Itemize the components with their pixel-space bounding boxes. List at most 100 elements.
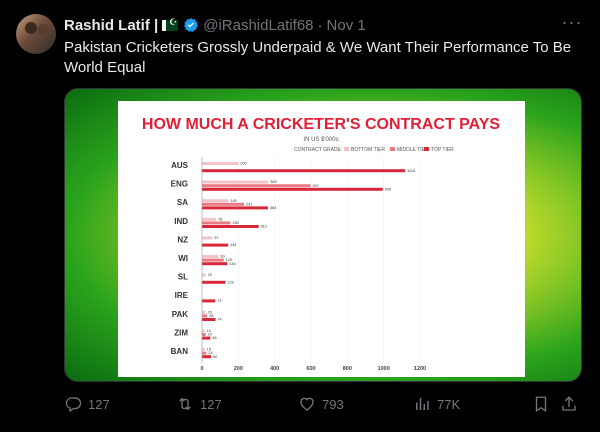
data-label: 90 <box>220 255 224 259</box>
category-label: AUS <box>171 161 189 170</box>
chart-title: HOW MUCH A CRICKETER'S CONTRACT PAYS <box>142 116 501 133</box>
data-label: 363 <box>270 206 276 210</box>
category-label: BAN <box>171 347 189 356</box>
bar-middle-tier <box>202 202 244 206</box>
chart-subtitle: IN US $'000s <box>303 137 338 143</box>
bar-top-tier <box>202 187 383 191</box>
tweet-text: Pakistan Cricketers Grossly Underpaid & … <box>64 39 572 76</box>
more-options-icon[interactable]: ··· <box>561 12 583 32</box>
heart-icon <box>300 397 314 411</box>
bar-middle-tier <box>202 314 208 318</box>
bar-top-tier <box>202 243 229 247</box>
data-label: 129 <box>227 280 233 284</box>
data-label: 24 <box>208 351 212 355</box>
author-name[interactable]: Rashid Latif | <box>64 16 159 34</box>
bar-top-tier <box>202 225 259 228</box>
category-label: IND <box>174 217 188 226</box>
avatar[interactable] <box>16 14 56 54</box>
bar-middle-tier <box>202 184 311 188</box>
author-handle[interactable]: @iRashidLatif68 <box>203 16 314 34</box>
legend-entry: BOTTOM TIER <box>351 147 385 153</box>
bar-bottom-tier <box>202 162 239 165</box>
repost-count: 127 <box>200 396 222 412</box>
category-label: SA <box>177 198 188 207</box>
contract-pay-chart: HOW MUCH A CRICKETER'S CONTRACT PAYS IN U… <box>142 116 501 372</box>
bookmark-icon <box>535 396 547 413</box>
legend-entry: MIDDLE TIER <box>397 147 429 153</box>
like-button[interactable]: 793 <box>298 395 344 413</box>
like-count: 793 <box>322 396 344 412</box>
repost-icon <box>179 397 191 411</box>
bar-top-tier <box>202 355 212 359</box>
bar-top-tier <box>202 299 216 303</box>
repost-button[interactable]: 127 <box>176 395 222 413</box>
view-count: 77K <box>437 396 461 412</box>
tweet-header: Rashid Latif | @iRashidLatif68 · Nov 1 <box>64 15 560 35</box>
data-label: 20 <box>208 273 212 277</box>
x-tick-label: 200 <box>234 366 243 372</box>
pakistan-flag-icon <box>162 17 179 31</box>
category-label: ENG <box>171 180 188 189</box>
data-label: 57 <box>214 236 218 240</box>
reply-icon <box>65 397 82 412</box>
legend-label: CONTRACT GRADE: <box>294 147 342 153</box>
data-label: 28 <box>209 314 213 318</box>
chart-card: HOW MUCH A CRICKETER'S CONTRACT PAYS IN U… <box>118 101 525 377</box>
bar-bottom-tier <box>202 348 205 351</box>
data-label: 20 <box>208 333 212 337</box>
data-label: 200 <box>240 162 246 166</box>
data-label: 50 <box>213 355 217 359</box>
data-label: 995 <box>385 187 391 191</box>
data-label: 1118 <box>407 169 415 173</box>
data-label: 73 <box>217 299 221 303</box>
views-button[interactable]: 77K <box>413 395 460 413</box>
bar-bottom-tier <box>202 217 217 221</box>
data-label: 74 <box>217 318 221 322</box>
separator: · <box>317 16 323 34</box>
bar-middle-tier <box>202 351 207 355</box>
data-label: 46 <box>212 336 216 340</box>
legend-swatch <box>390 147 395 151</box>
x-tick-label: 1200 <box>414 366 426 372</box>
data-label: 20 <box>208 310 212 314</box>
share-icon <box>562 396 576 411</box>
bar-bottom-tier <box>202 310 206 314</box>
x-tick-label: 1000 <box>378 366 390 372</box>
data-label: 120 <box>226 258 232 262</box>
category-label: ZIM <box>174 328 188 337</box>
bar-top-tier <box>202 206 268 210</box>
data-label: 14 <box>207 329 211 333</box>
data-label: 312 <box>261 225 267 229</box>
bar-middle-tier <box>202 258 224 262</box>
bar-top-tier <box>202 280 226 284</box>
data-label: 15 <box>207 348 211 352</box>
x-tick-label: 400 <box>270 366 279 372</box>
reply-button[interactable]: 127 <box>64 395 110 413</box>
legend-swatch <box>424 147 429 151</box>
bar-bottom-tier <box>202 255 219 258</box>
data-label: 78 <box>218 217 222 221</box>
bar-top-tier <box>202 169 406 173</box>
bar-bottom-tier <box>202 199 229 203</box>
bar-top-tier <box>202 318 216 321</box>
category-label: WI <box>178 254 188 263</box>
bar-bottom-tier <box>202 329 205 333</box>
data-label: 145 <box>230 199 236 203</box>
x-tick-label: 0 <box>200 366 203 372</box>
tweet-date[interactable]: Nov 1 <box>326 16 366 34</box>
views-chart-icon <box>416 398 429 410</box>
action-bar: 127 127 793 77K <box>64 394 584 414</box>
x-tick-label: 800 <box>343 366 352 372</box>
bar-bottom-tier <box>202 180 269 184</box>
verified-badge-icon[interactable] <box>183 17 199 33</box>
category-label: NZ <box>177 235 188 244</box>
tweet-media[interactable]: HOW MUCH A CRICKETER'S CONTRACT PAYS IN U… <box>64 88 582 382</box>
reply-count: 127 <box>88 396 110 412</box>
data-label: 231 <box>246 202 252 206</box>
bar-top-tier <box>202 336 211 340</box>
bookmark-button[interactable] <box>532 395 550 413</box>
bar-bottom-tier <box>202 236 213 240</box>
data-label: 140 <box>229 262 235 266</box>
data-label: 597 <box>312 184 318 188</box>
share-button[interactable] <box>560 395 578 413</box>
